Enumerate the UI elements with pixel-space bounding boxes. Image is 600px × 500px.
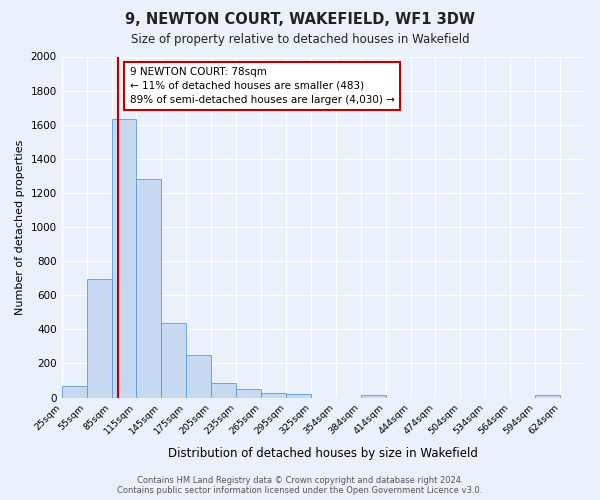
Bar [236,389,261,398]
Bar [161,322,186,398]
Bar [86,279,112,398]
Text: Contains HM Land Registry data © Crown copyright and database right 2024.: Contains HM Land Registry data © Crown c… [137,476,463,485]
Text: Contains public sector information licensed under the Open Government Licence v3: Contains public sector information licen… [118,486,482,495]
Bar [286,394,311,398]
Bar [112,118,136,398]
Bar [261,393,286,398]
Bar [211,382,236,398]
X-axis label: Distribution of detached houses by size in Wakefield: Distribution of detached houses by size … [169,447,478,460]
Bar [186,354,211,398]
Bar [136,180,161,398]
Y-axis label: Number of detached properties: Number of detached properties [15,140,25,314]
Bar [361,395,386,398]
Text: 9 NEWTON COURT: 78sqm
← 11% of detached houses are smaller (483)
89% of semi-det: 9 NEWTON COURT: 78sqm ← 11% of detached … [130,66,395,104]
Bar [62,386,86,398]
Text: 9, NEWTON COURT, WAKEFIELD, WF1 3DW: 9, NEWTON COURT, WAKEFIELD, WF1 3DW [125,12,475,28]
Text: Size of property relative to detached houses in Wakefield: Size of property relative to detached ho… [131,32,469,46]
Bar [535,395,560,398]
